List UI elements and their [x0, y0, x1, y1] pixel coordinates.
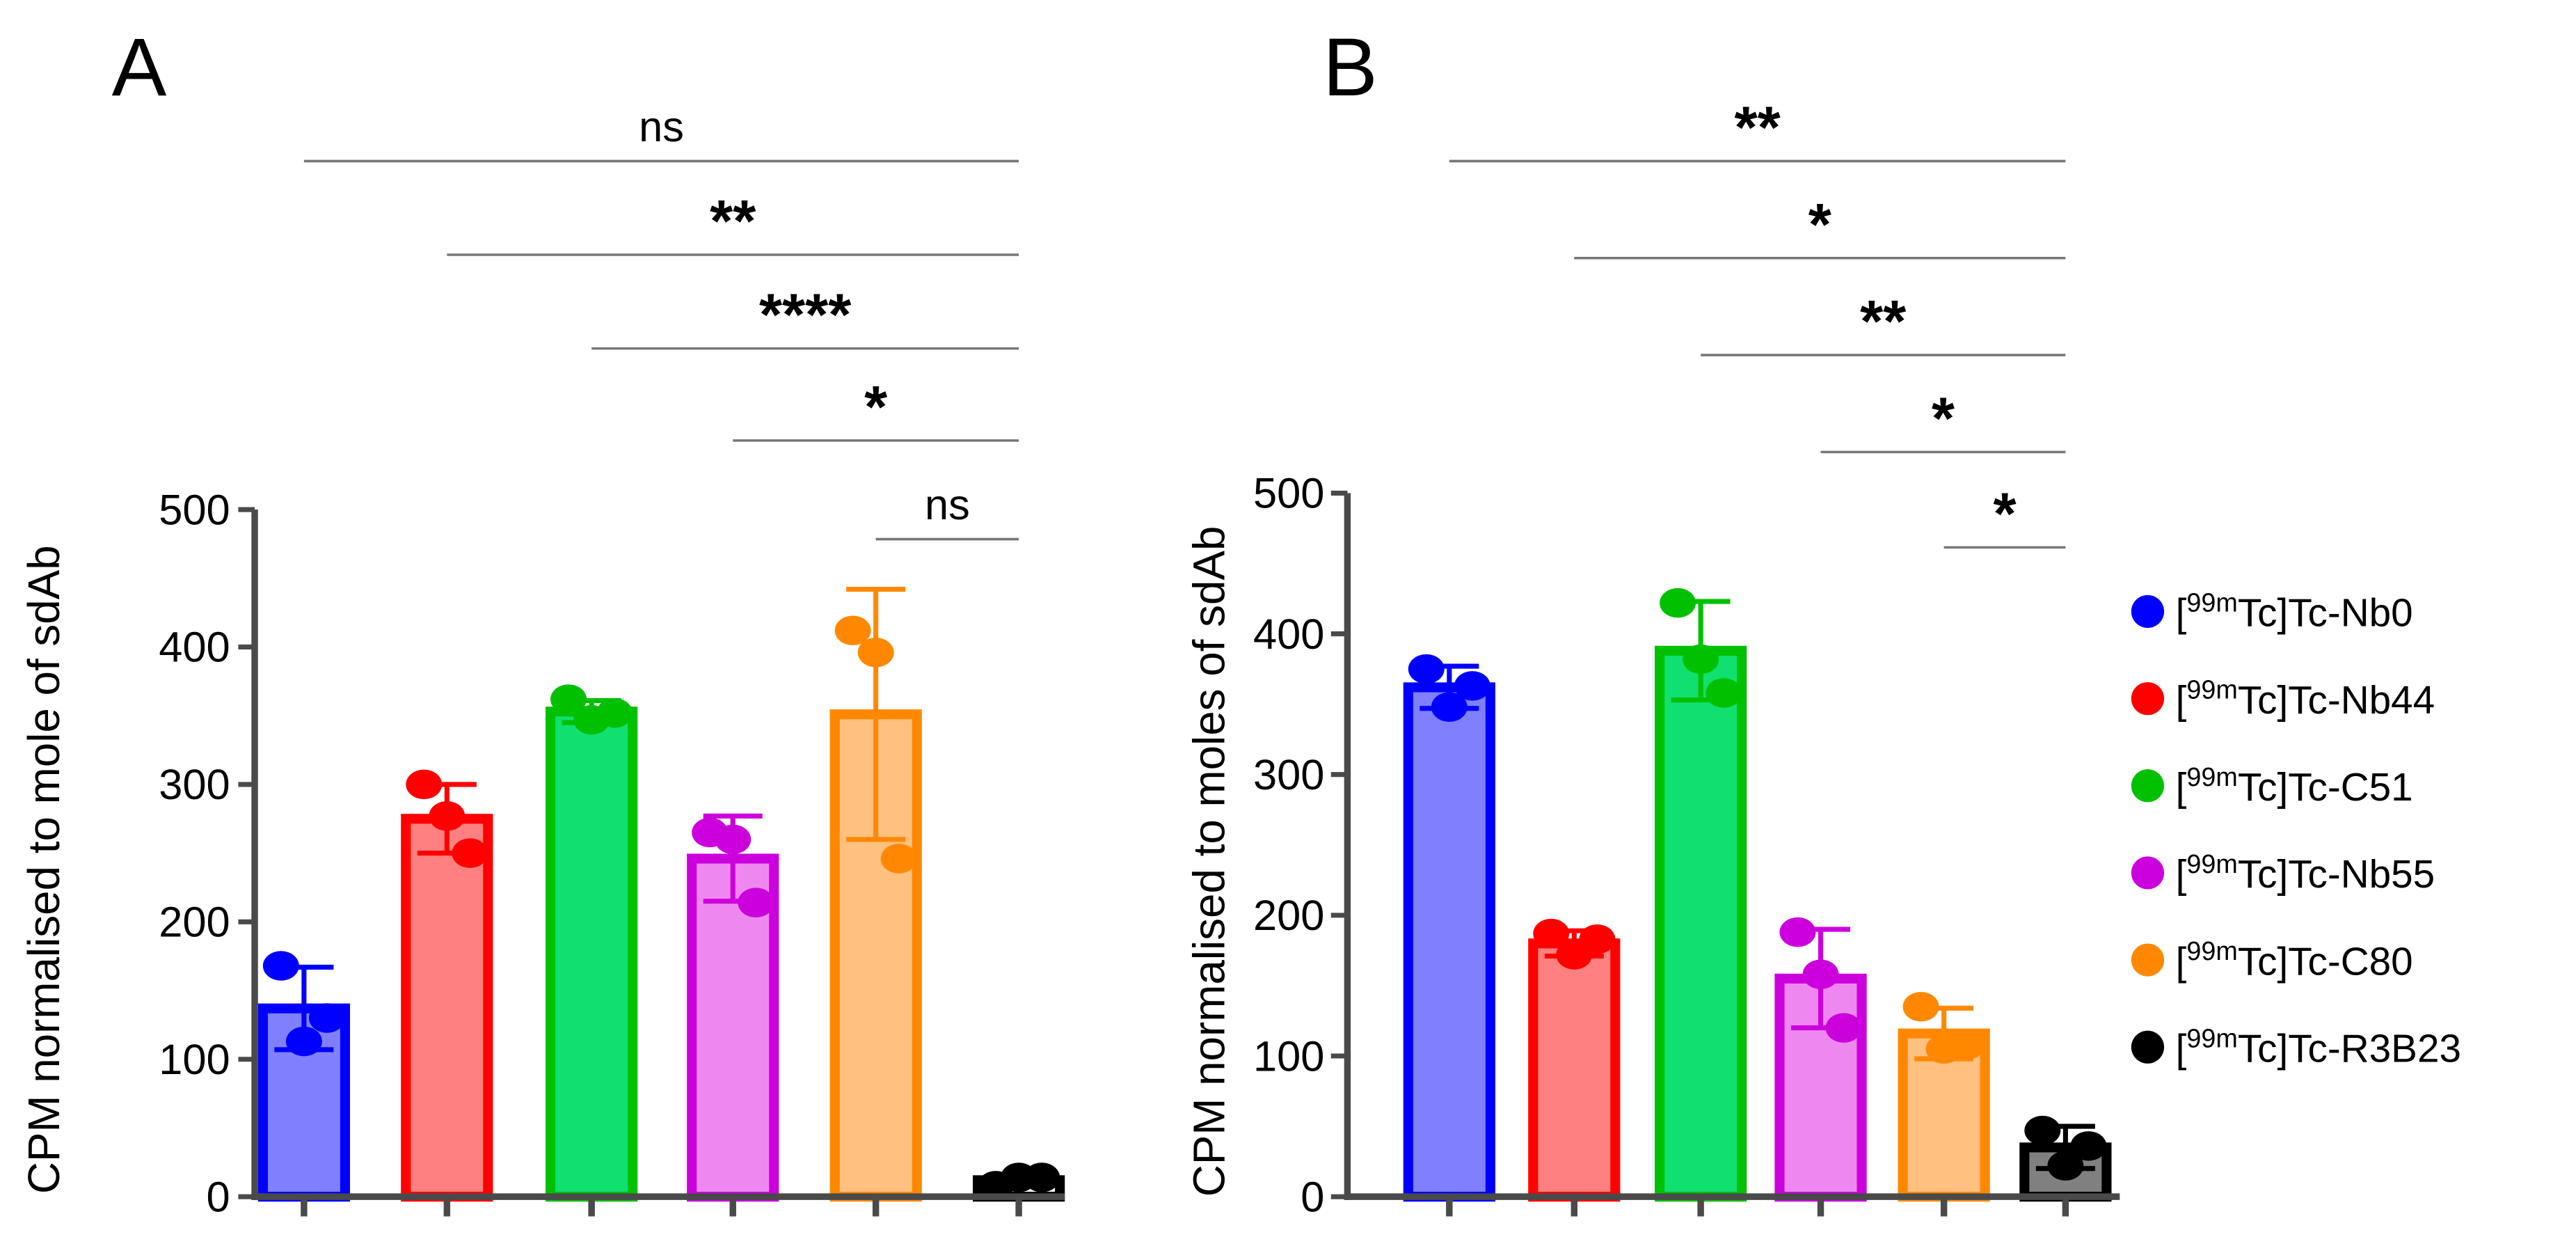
data-point [452, 838, 488, 868]
data-point [834, 615, 871, 646]
data-point [285, 1026, 322, 1057]
legend-label: [99mTc]Tc-Nb44 [2176, 676, 2435, 723]
panel-b: 0 100 200 300 400 500 CPM normalised to moles … [1184, 95, 2120, 1221]
y-tick-label: 400 [1253, 610, 1324, 659]
data-point [262, 951, 299, 981]
panel-label-b: B [1323, 22, 1378, 113]
data-point [1825, 1013, 1862, 1043]
y-tick-label: 0 [1301, 1173, 1324, 1221]
bar [1655, 645, 1747, 1202]
data-point [1779, 917, 1816, 947]
data-point [1431, 692, 1468, 722]
y-tick-label: 500 [1253, 470, 1324, 518]
y-tick-label: 200 [159, 899, 230, 947]
legend-marker [2131, 594, 2165, 629]
data-point [406, 769, 443, 800]
legend-label: [99mTc]Tc-C51 [2176, 763, 2413, 810]
significance-label: ** [1735, 95, 1781, 161]
y-tick-label: 100 [1253, 1032, 1324, 1080]
legend-marker [2131, 682, 2165, 716]
significance-label: ns [925, 481, 970, 529]
data-point [2024, 1115, 2061, 1146]
significance-label: ** [710, 189, 756, 255]
legend-label: [99mTc]Tc-Nb0 [2176, 588, 2413, 635]
bar [401, 814, 493, 1202]
data-point [738, 888, 774, 917]
data-point [1024, 1162, 1060, 1192]
y-tick-label: 300 [159, 761, 230, 809]
bar [1528, 938, 1621, 1202]
data-point [1683, 644, 1719, 675]
legend-label: [99mTc]Tc-R3B23 [2176, 1024, 2461, 1071]
data-point [1579, 924, 1616, 954]
data-point [1408, 654, 1445, 684]
y-axis-label: CPM normalised to moles of sdAb [1184, 526, 1234, 1197]
data-point [1802, 959, 1839, 990]
legend-marker [2131, 856, 2165, 890]
data-point [2047, 1151, 2084, 1181]
significance-label: * [1808, 192, 1831, 258]
legend-marker [2131, 943, 2165, 977]
data-point [550, 684, 587, 714]
y-tick-label: 300 [1253, 751, 1324, 799]
legend-label: [99mTc]Tc-C80 [2176, 937, 2413, 984]
significance-label: ** [1860, 289, 1906, 355]
data-point [2070, 1131, 2107, 1161]
data-point [1454, 671, 1490, 701]
data-point [1948, 1030, 1985, 1060]
panel-label-a: A [112, 22, 167, 113]
data-point [857, 638, 894, 668]
y-tick-label: 200 [1253, 892, 1324, 940]
data-point [715, 824, 752, 855]
legend-label: [99mTc]Tc-Nb55 [2176, 850, 2435, 897]
bar [1403, 682, 1495, 1202]
significance-label: **** [759, 283, 851, 349]
significance-label: * [1932, 386, 1955, 452]
significance-label: * [1993, 481, 2016, 547]
data-point [596, 697, 633, 728]
data-point [429, 801, 466, 831]
data-point [1706, 678, 1742, 708]
legend-marker [2131, 1030, 2165, 1064]
significance-label: ns [639, 103, 684, 151]
data-point [1660, 587, 1696, 618]
y-tick-label: 100 [159, 1036, 230, 1084]
data-point [308, 1003, 345, 1033]
y-tick-label: 400 [159, 624, 230, 672]
legend: [99mTc]Tc-Nb0 [99mTc]Tc-Nb44 [99mTc]Tc-C51… [2131, 588, 2461, 1071]
data-point [880, 844, 917, 874]
y-tick-label: 0 [206, 1173, 230, 1221]
legend-marker [2131, 769, 2165, 803]
y-tick-label: 500 [159, 486, 230, 534]
data-point [1902, 992, 1939, 1022]
significance-label: * [864, 374, 887, 441]
bar [546, 707, 638, 1202]
y-axis-label: CPM normalised to mole of sdAb [19, 545, 69, 1194]
data-point [1533, 918, 1570, 949]
panel-a: 0 100 200 300 400 500 CPM normalised to mole o… [19, 103, 1065, 1221]
